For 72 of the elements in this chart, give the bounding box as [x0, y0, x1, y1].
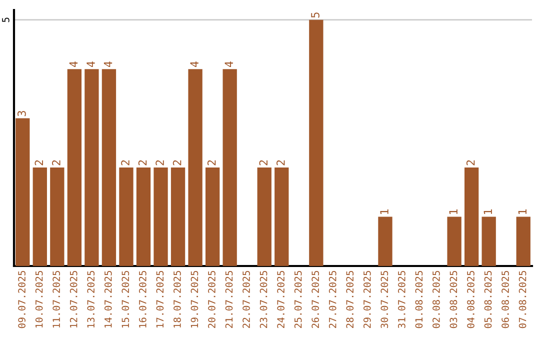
x-tick-label: 10.07.2025 [35, 270, 43, 328]
bar [257, 168, 272, 266]
x-tick-label: 09.07.2025 [18, 270, 26, 328]
bar [102, 69, 116, 266]
x-tick-label: 18.07.2025 [174, 270, 181, 328]
x-tick-label: 01.08.2025 [415, 270, 423, 328]
data-label: 3 [17, 110, 26, 116]
x-tick-label: 23.07.2025 [260, 270, 268, 328]
x-tick-label: 25.07.2025 [294, 270, 302, 328]
data-label: 4 [104, 61, 112, 68]
x-tick-label: 26.07.2025 [312, 270, 320, 328]
x-tick-label: 20.07.2025 [208, 270, 216, 328]
x-tick-label: 13.07.2025 [87, 270, 95, 328]
x-tick-label: 29.07.2025 [363, 270, 371, 328]
data-label: 2 [138, 160, 147, 166]
x-tick-label: 28.07.2025 [346, 270, 354, 328]
data-label: 2 [276, 160, 285, 166]
x-tick-label: 11.07.2025 [52, 270, 60, 328]
data-label: 4 [224, 61, 233, 68]
x-tick-label: 30.07.2025 [380, 270, 388, 328]
x-tick-label: 22.07.2025 [242, 270, 250, 328]
bar [67, 69, 82, 266]
bar [16, 118, 30, 266]
x-tick-label: 19.07.2025 [190, 270, 198, 328]
data-label: 4 [69, 61, 78, 68]
data-label: 2 [121, 160, 130, 166]
bar [464, 168, 479, 266]
bar [274, 168, 289, 266]
bar [119, 168, 134, 266]
bar [447, 216, 462, 266]
x-tick-label: 24.07.2025 [277, 270, 284, 328]
x-tick-label: 17.07.2025 [156, 270, 164, 328]
data-label: 1 [449, 209, 458, 214]
bar [32, 168, 47, 266]
data-label: 2 [34, 160, 43, 166]
x-tick-label: 02.08.2025 [432, 270, 440, 328]
x-tick-label: 04.08.2025 [467, 270, 474, 328]
bar [84, 69, 99, 266]
data-label: 2 [259, 160, 268, 166]
data-label: 2 [172, 160, 182, 166]
x-tick-label: 15.07.2025 [122, 270, 130, 328]
data-label: 1 [484, 209, 492, 214]
x-tick-label: 12.07.2025 [70, 270, 78, 328]
bar [136, 168, 151, 266]
bar [516, 216, 530, 266]
x-tick-label: 03.08.2025 [450, 270, 458, 328]
x-tick-label: 31.07.2025 [398, 270, 406, 328]
data-label: 2 [52, 160, 60, 166]
bar [50, 168, 64, 266]
data-label: 4 [190, 61, 198, 68]
bar [188, 69, 202, 266]
bar [154, 168, 168, 266]
bar [222, 69, 237, 266]
data-label: 4 [86, 61, 95, 68]
data-label: 5 [311, 12, 320, 18]
data-label: 2 [207, 160, 216, 166]
x-tick-label: 21.07.2025 [225, 270, 233, 328]
x-tick-label: 06.08.2025 [502, 270, 509, 328]
bar [378, 216, 392, 266]
x-tick-label: 27.07.2025 [328, 270, 336, 328]
data-label: 1 [380, 209, 388, 214]
data-label: 2 [466, 160, 475, 166]
bar [205, 168, 220, 266]
data-label: 2 [156, 160, 164, 166]
x-tick-label: 16.07.2025 [138, 270, 146, 328]
data-label: 1 [518, 209, 526, 214]
x-tick-label: 07.08.2025 [518, 270, 526, 328]
bar [170, 168, 186, 266]
x-tick-label: 05.08.2025 [484, 270, 492, 328]
bar [482, 216, 496, 266]
x-tick-label: 14.07.2025 [104, 270, 112, 328]
bar [309, 20, 324, 266]
